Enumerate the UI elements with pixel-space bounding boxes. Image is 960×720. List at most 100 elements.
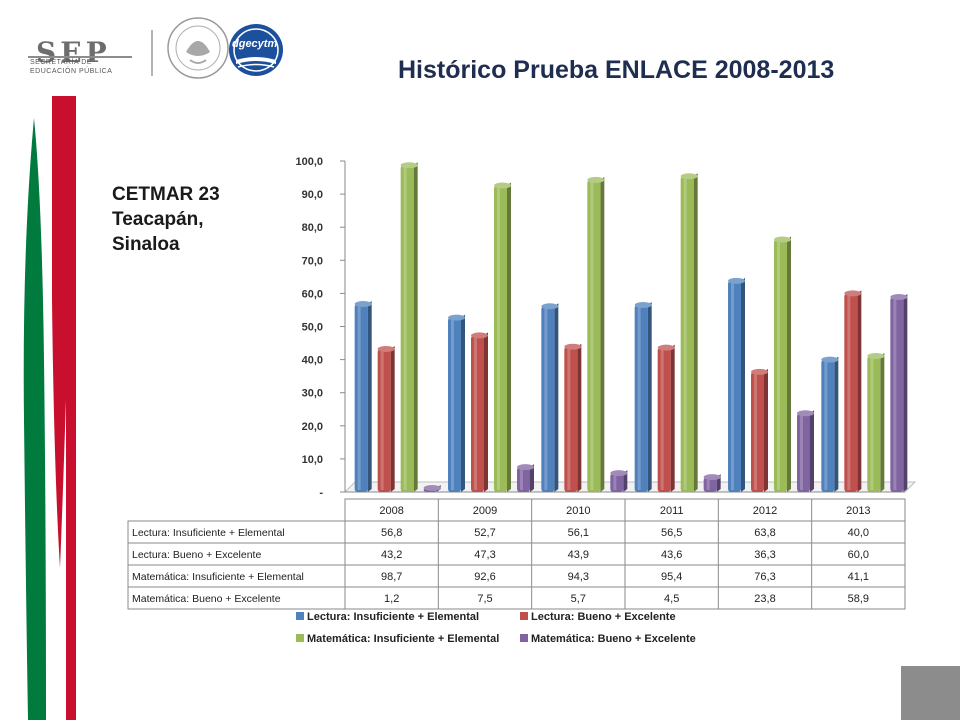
bar-highlight [451,319,454,490]
legend-label: Matemática: Insuficiente + Elemental [307,633,499,645]
data-value-label: 43,2 [381,549,402,561]
data-value-label: 43,9 [568,549,589,561]
category-label: 2013 [846,505,870,517]
bar-top [448,314,465,321]
data-value-label: 56,5 [661,527,682,539]
sep-divider [28,56,132,58]
y-tick-label: 30,0 [302,388,323,400]
school-label: CETMAR 23 Teacapán, Sinaloa [112,182,252,257]
bar-top [751,368,768,375]
bar [541,306,555,492]
bar-side [903,294,908,492]
bar-top [657,344,675,351]
bar-top [541,303,559,310]
bar-highlight [403,167,407,491]
sep-subtitle: SECRETARÍA DE EDUCACIÓN PÚBLICA [30,58,112,76]
y-tick-label: 70,0 [302,255,323,267]
bar-top [774,236,791,243]
school-name: CETMAR 23 [112,184,220,205]
bar-highlight [683,178,687,490]
bar [657,347,671,492]
y-tick-label: 20,0 [302,421,323,433]
data-value-label: 40,0 [848,527,869,539]
bar-highlight [637,306,641,490]
bar [400,165,414,493]
bar-highlight [893,299,897,490]
bar-top [728,277,745,284]
bar-top [471,332,488,339]
mexico-seal-icon [167,17,229,79]
bar [494,185,507,492]
legend-label: Lectura: Insuficiente + Elemental [307,611,479,623]
bar [774,239,787,492]
category-label: 2009 [473,505,497,517]
bar-top [517,464,534,471]
bar [587,179,601,492]
legend-swatch [520,612,528,620]
data-value-label: 41,1 [848,571,869,583]
bar [680,176,694,492]
legend-swatch [296,612,304,620]
bar-side [600,176,605,492]
data-value-label: 4,5 [664,593,679,605]
bar-side [413,162,418,493]
legend-swatch [296,634,304,642]
category-label: 2008 [379,505,403,517]
bar-top [377,346,395,353]
table-row-label: Lectura: Bueno + Excelente [132,549,261,561]
data-value-label: 95,4 [661,571,682,583]
bar-side [880,352,885,492]
bar-side [530,464,534,492]
data-value-label: 36,3 [754,549,775,561]
bar-highlight [380,351,384,490]
bar-side [577,343,582,492]
bar-top [867,352,885,359]
bar-side [554,303,559,492]
bar-highlight [497,187,500,490]
data-value-label: 56,8 [381,527,402,539]
sep-subtitle-line1: SECRETARÍA DE [30,59,92,66]
bar [844,293,858,492]
bar-side [741,277,745,492]
bar-highlight [567,348,571,490]
bar-highlight [474,337,477,490]
header-emblems [151,17,283,79]
bar-highlight [824,361,828,490]
bar [564,346,578,492]
category-label: 2011 [660,505,684,517]
bar [867,355,881,492]
bar-highlight [777,241,780,490]
bar-highlight [520,469,523,490]
data-value-label: 60,0 [848,549,869,561]
bar-top [703,474,721,481]
bar-highlight [590,181,594,490]
bar-side [670,344,675,492]
bar [751,371,764,492]
bar-top [634,301,652,308]
bar-highlight [357,305,361,490]
bar [728,280,741,492]
bar-top [844,290,862,297]
bar-highlight [754,373,757,490]
data-value-label: 92,6 [474,571,495,583]
bar-top [797,410,814,417]
bar-side [857,290,862,492]
sep-wordmark: SEP [36,36,111,69]
bar-side [484,332,488,492]
table-row-label: Lectura: Insuficiente + Elemental [132,527,285,539]
bar [797,413,810,492]
data-value-label: 94,3 [568,571,589,583]
bar-highlight [706,479,710,490]
bar-highlight [870,357,874,490]
bar-side [461,314,465,492]
bar-top [680,173,698,180]
y-tick-label: 80,0 [302,222,323,234]
bar-side [810,410,814,492]
data-value-label: 52,7 [474,527,495,539]
bar-side [367,300,372,492]
bar-top [564,343,582,350]
school-state: Sinaloa [112,234,180,255]
data-value-label: 23,8 [754,593,775,605]
data-value-label: 5,7 [571,593,586,605]
red-stripe [52,96,76,720]
